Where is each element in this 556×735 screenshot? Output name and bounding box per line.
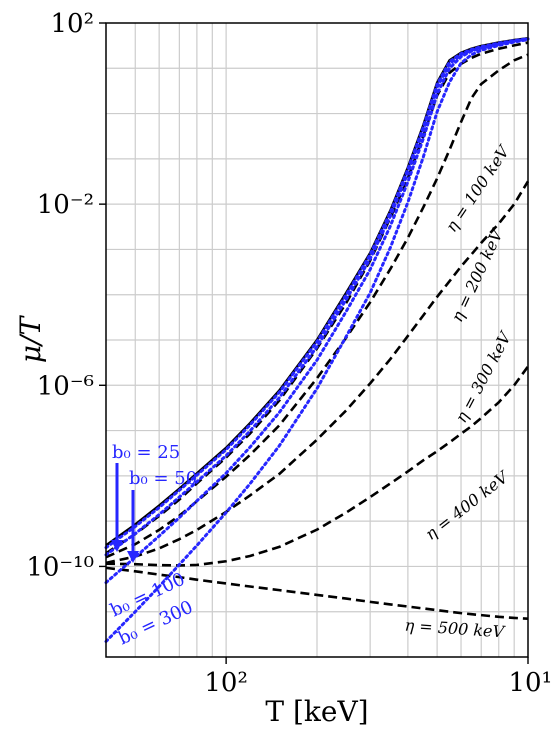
series-line-8 (104, 37, 530, 585)
plot-frame (105, 22, 529, 658)
annotation-label-4: η = 500 keV (404, 616, 506, 642)
series-layer (104, 36, 530, 643)
grid (106, 23, 528, 657)
series-line-9 (104, 38, 530, 643)
series-line-2 (105, 53, 529, 559)
ticks: 10² 10¹ 10² 10⁻² 10⁻⁶ 10⁻¹⁰ (26, 9, 552, 698)
y-tick-label-0: 10² (50, 9, 94, 39)
x-tick-label-1: 10¹ (508, 668, 552, 698)
arrow-b0-50-head (127, 551, 139, 563)
y-tick-label-3: 10⁻¹⁰ (26, 552, 94, 582)
y-tick-label-1: 10⁻² (37, 190, 94, 220)
y-tick-label-2: 10⁻⁶ (37, 371, 94, 401)
arrow-b0-25-head (111, 540, 123, 552)
y-axis-label: μ/T (14, 315, 47, 364)
annotation-label-6: b₀ = 50 (129, 468, 197, 489)
series-line-3 (105, 180, 530, 565)
annotation-label-5: b₀ = 25 (112, 442, 180, 463)
x-tick-label-0: 10² (204, 668, 248, 698)
annotation-label-0: η = 100 keV (442, 141, 514, 235)
x-axis-label: T [keV] (265, 695, 368, 728)
series-line-4 (105, 365, 530, 567)
